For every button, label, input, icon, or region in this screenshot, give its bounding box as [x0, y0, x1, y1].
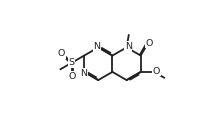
Text: N: N	[94, 42, 101, 51]
Text: O: O	[58, 49, 65, 58]
Text: O: O	[68, 72, 75, 81]
Text: N: N	[80, 69, 87, 78]
Text: N: N	[125, 42, 132, 51]
Text: O: O	[146, 39, 153, 48]
Text: S: S	[69, 58, 75, 67]
Text: O: O	[152, 67, 160, 76]
